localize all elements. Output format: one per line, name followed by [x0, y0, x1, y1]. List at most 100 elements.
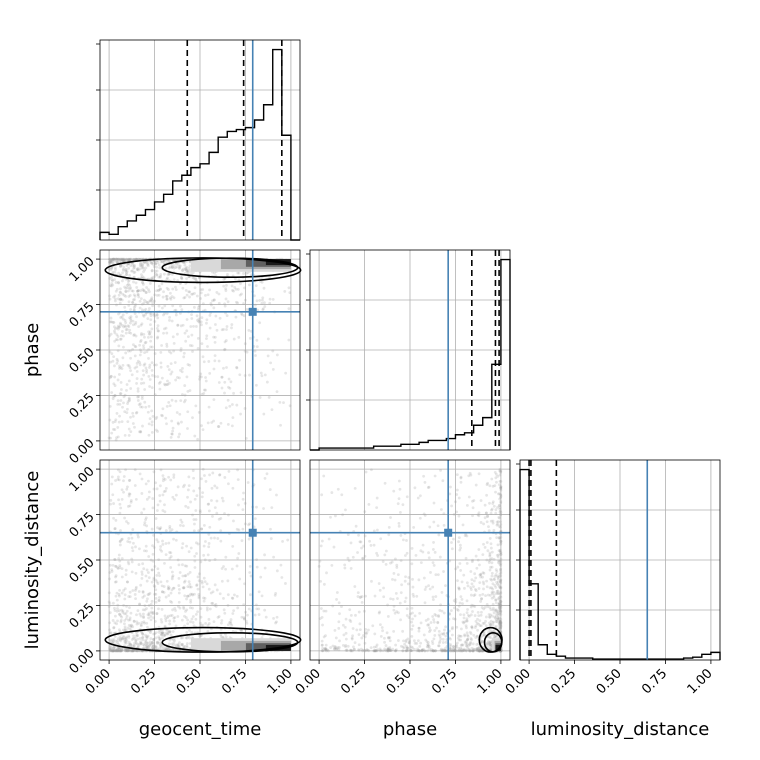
- sample-point: [188, 344, 192, 347]
- sample-point: [171, 586, 175, 590]
- sample-point: [127, 266, 131, 270]
- sample-point: [156, 261, 160, 264]
- sample-point: [433, 550, 437, 554]
- sample-point: [108, 404, 112, 408]
- sample-point: [457, 646, 461, 650]
- sample-point: [114, 438, 118, 442]
- sample-point: [126, 407, 129, 411]
- sample-point: [145, 637, 149, 640]
- sample-point: [466, 584, 470, 588]
- sample-point: [173, 361, 177, 364]
- sample-point: [477, 614, 481, 618]
- sample-point: [124, 568, 128, 572]
- sample-point: [261, 298, 264, 302]
- sample-point: [229, 620, 233, 624]
- sample-point: [153, 320, 157, 323]
- sample-point: [123, 641, 127, 645]
- sample-point: [199, 560, 203, 564]
- sample-point: [497, 606, 501, 610]
- sample-point: [444, 584, 447, 587]
- sample-point: [472, 585, 475, 588]
- truth-marker: [248, 528, 257, 537]
- sample-point: [129, 643, 133, 646]
- sample-point: [115, 257, 119, 261]
- sample-point: [136, 268, 139, 272]
- sample-point: [150, 261, 154, 265]
- sample-point: [129, 315, 133, 319]
- sample-point: [139, 338, 143, 342]
- sample-point: [217, 359, 221, 363]
- sample-point: [143, 260, 146, 264]
- sample-point: [109, 647, 112, 651]
- sample-point: [242, 314, 246, 318]
- sample-point: [185, 375, 189, 379]
- sample-point: [165, 286, 169, 290]
- sample-point: [116, 359, 120, 363]
- sample-point: [113, 327, 117, 331]
- sample-point: [460, 643, 464, 647]
- sample-point: [122, 490, 125, 494]
- sample-point: [442, 570, 445, 573]
- sample-point: [113, 364, 116, 368]
- sample-point: [112, 257, 116, 261]
- sample-point: [113, 420, 117, 424]
- sample-point: [135, 286, 139, 289]
- sample-point: [118, 539, 122, 543]
- sample-point: [478, 563, 481, 567]
- sample-point: [119, 381, 123, 384]
- sample-point: [158, 275, 162, 279]
- sample-point: [181, 636, 184, 640]
- sample-point: [487, 525, 490, 529]
- sample-point: [130, 269, 133, 273]
- sample-point: [414, 553, 418, 557]
- sample-point: [170, 272, 174, 276]
- sample-point: [437, 629, 441, 633]
- sample-point: [121, 271, 124, 275]
- sample-point: [474, 483, 478, 487]
- sample-point: [243, 501, 247, 505]
- sample-point: [157, 571, 161, 575]
- sample-point: [150, 641, 154, 645]
- sample-point: [111, 279, 114, 283]
- sample-point: [108, 257, 112, 261]
- sample-point: [439, 468, 442, 472]
- sample-point: [114, 266, 117, 270]
- sample-point: [372, 543, 376, 547]
- sample-point: [131, 319, 135, 323]
- sample-point: [223, 512, 226, 515]
- sample-point: [133, 294, 137, 298]
- sample-point: [194, 617, 198, 621]
- sample-point: [340, 493, 344, 497]
- sample-point: [203, 388, 206, 392]
- sample-point: [188, 389, 192, 392]
- sample-point: [114, 564, 117, 568]
- sample-point: [183, 564, 187, 568]
- sample-point: [149, 297, 153, 301]
- sample-point: [107, 267, 111, 271]
- sample-point: [120, 575, 124, 579]
- sample-point: [121, 405, 124, 409]
- sample-point: [178, 264, 182, 268]
- sample-point: [171, 426, 175, 430]
- sample-point: [242, 491, 245, 495]
- sample-point: [418, 611, 422, 615]
- sample-point: [163, 478, 167, 481]
- sample-point: [108, 260, 112, 264]
- sample-point: [214, 323, 217, 326]
- sample-point: [151, 373, 154, 377]
- sample-point: [348, 608, 352, 612]
- sample-point: [245, 621, 249, 625]
- sample-point: [343, 566, 347, 570]
- sample-point: [133, 593, 137, 596]
- sample-point: [431, 642, 435, 646]
- sample-point: [412, 526, 416, 529]
- sample-point: [113, 294, 117, 298]
- sample-point: [185, 644, 189, 648]
- sample-point: [107, 600, 111, 604]
- truth-marker: [248, 307, 257, 316]
- sample-point: [134, 321, 138, 324]
- sample-point: [144, 635, 148, 639]
- sample-point: [358, 622, 362, 626]
- hist-panel-luminosity_distance: [516, 459, 721, 661]
- sample-point: [179, 304, 182, 308]
